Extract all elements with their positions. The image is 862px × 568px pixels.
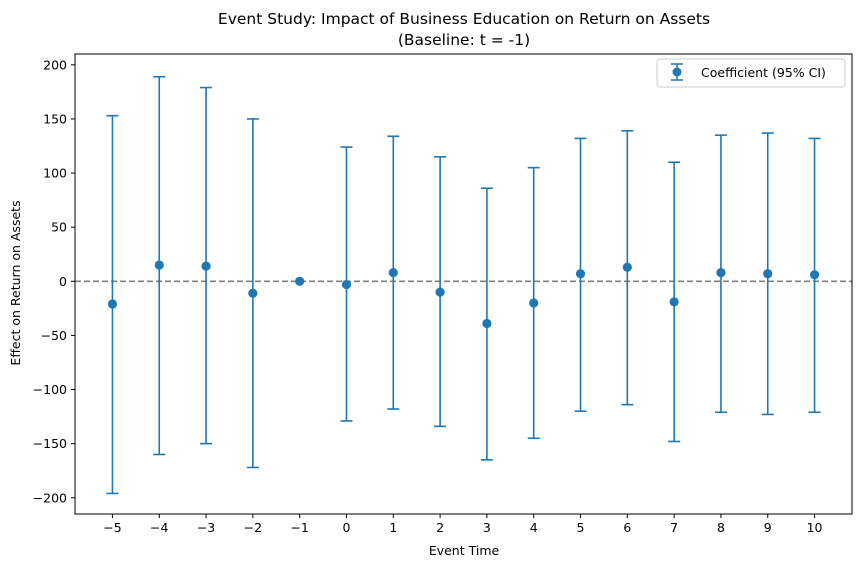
coefficient-point [435, 288, 444, 297]
chart-title-line-2: (Baseline: t = -1) [398, 31, 530, 49]
coefficient-point [716, 268, 725, 277]
x-tick-label: 0 [343, 520, 351, 535]
coefficient-point [108, 299, 117, 308]
coefficient-point [763, 269, 772, 278]
y-tick-label: −150 [33, 436, 67, 451]
legend-marker [673, 68, 682, 77]
y-tick-label: −50 [41, 328, 67, 343]
x-tick-label: 1 [389, 520, 397, 535]
x-axis: −5 −4 −3 −2 −1 0 1 2 3 4 5 6 7 8 9 10 [103, 514, 822, 535]
x-tick-label: 5 [577, 520, 585, 535]
y-tick-label: −200 [33, 490, 67, 505]
x-tick-label: −1 [290, 520, 308, 535]
y-axis-label: Effect on Return on Assets [8, 200, 23, 365]
coefficient-point [623, 263, 632, 272]
x-tick-label: −5 [103, 520, 121, 535]
plot-frame [75, 54, 852, 514]
x-tick-label: 8 [717, 520, 725, 535]
x-tick-label: −2 [244, 520, 262, 535]
x-tick-label: 9 [764, 520, 772, 535]
chart-title-line-1: Event Study: Impact of Business Educatio… [218, 10, 710, 28]
x-tick-label: 2 [436, 520, 444, 535]
y-tick-label: −100 [33, 382, 67, 397]
coefficient-point [295, 277, 304, 286]
y-axis: −200 −150 −100 −50 0 50 100 150 200 [33, 57, 75, 505]
x-tick-label: −3 [197, 520, 215, 535]
coefficient-point [155, 260, 164, 269]
x-axis-label: Event Time [429, 543, 500, 558]
coefficient-point [201, 262, 210, 271]
coefficient-point [342, 280, 351, 289]
y-tick-label: 50 [51, 220, 67, 235]
coefficient-point [529, 298, 538, 307]
y-tick-label: 0 [59, 274, 67, 289]
coefficient-point [482, 319, 491, 328]
coefficient-point [248, 289, 257, 298]
y-tick-label: 100 [43, 166, 67, 181]
legend: Coefficient (95% CI) [657, 59, 845, 87]
x-tick-label: 7 [670, 520, 678, 535]
plot-area [75, 54, 852, 514]
legend-label: Coefficient (95% CI) [701, 65, 826, 80]
coefficient-point [389, 268, 398, 277]
y-tick-label: 150 [43, 111, 67, 126]
coefficient-point [810, 270, 819, 279]
coefficient-point [670, 297, 679, 306]
x-tick-label: 6 [623, 520, 631, 535]
x-tick-label: 3 [483, 520, 491, 535]
x-tick-label: −4 [150, 520, 168, 535]
coefficient-point [576, 269, 585, 278]
x-tick-label: 10 [807, 520, 823, 535]
y-tick-label: 200 [43, 57, 67, 72]
x-tick-label: 4 [530, 520, 538, 535]
